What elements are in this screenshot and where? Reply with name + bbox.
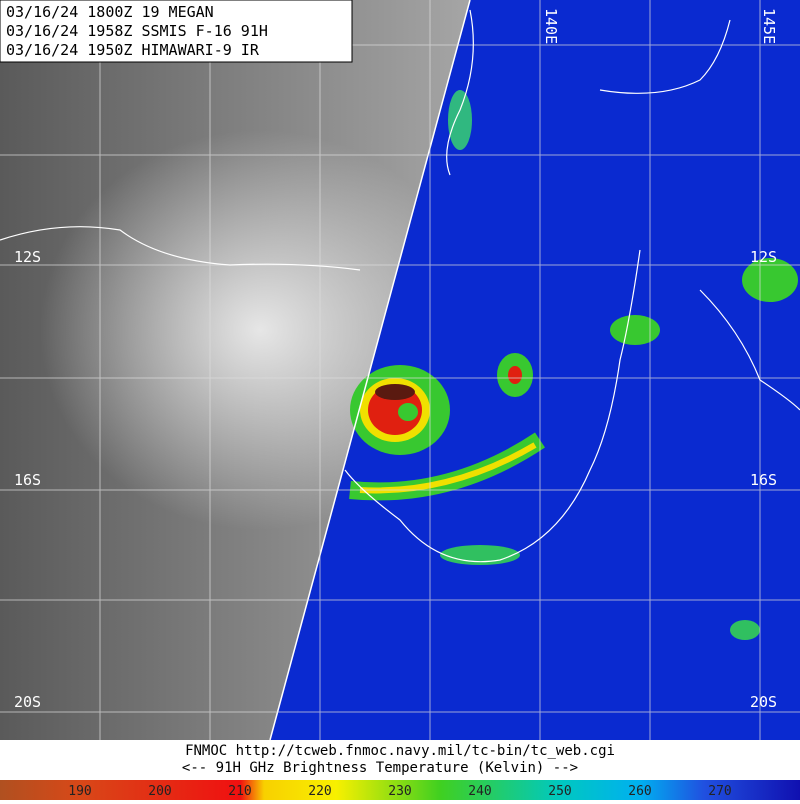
colorbar-label: 220	[308, 784, 331, 799]
cell	[610, 315, 660, 345]
graticule	[0, 0, 800, 740]
coast	[344, 249, 641, 563]
header-box	[0, 0, 353, 63]
colorbar	[0, 780, 800, 800]
convection	[349, 90, 798, 640]
header-line: 03/16/24 1800Z 19 MEGAN	[6, 3, 214, 21]
coast	[599, 19, 731, 94]
header-line: 03/16/24 1958Z SSMIS F-16 91H	[6, 22, 268, 40]
cell	[742, 258, 798, 302]
lat-label: 12S	[14, 248, 41, 266]
coast	[446, 9, 474, 176]
lat-label: 20S	[14, 693, 41, 711]
colorbar-label: 250	[548, 784, 571, 799]
core	[375, 384, 415, 400]
coast	[0, 226, 361, 271]
swath-edge	[269, 0, 471, 741]
colorbar-label: 210	[228, 784, 251, 799]
lon-label: 140E	[542, 8, 560, 44]
cell	[508, 366, 522, 384]
colorbar-label: 200	[148, 784, 171, 799]
eye	[398, 403, 418, 421]
lat-label: 16S	[14, 471, 41, 489]
coastline	[0, 9, 800, 563]
lat-label: 12S	[750, 248, 777, 266]
colorbar-label: 190	[68, 784, 91, 799]
colorbar-label: 260	[628, 784, 651, 799]
coast	[699, 289, 800, 411]
header-line: 03/16/24 1950Z HIMAWARI-9 IR	[6, 41, 260, 59]
cell	[448, 90, 472, 150]
colorbar-label: 230	[388, 784, 411, 799]
footer-caption: <-- 91H GHz Brightness Temperature (Kelv…	[182, 760, 578, 776]
cell	[730, 620, 760, 640]
microwave-swath	[270, 0, 800, 740]
lon-label: 145E	[760, 8, 778, 44]
footer-source: FNMOC http://tcweb.fnmoc.navy.mil/tc-bin…	[185, 743, 615, 759]
colorbar-label: 270	[708, 784, 731, 799]
lat-label: 20S	[750, 693, 777, 711]
colorbar-labels: 190 200 210 220 230 240 250 260 270	[68, 784, 731, 799]
lat-label: 16S	[750, 471, 777, 489]
colorbar-label: 240	[468, 784, 491, 799]
